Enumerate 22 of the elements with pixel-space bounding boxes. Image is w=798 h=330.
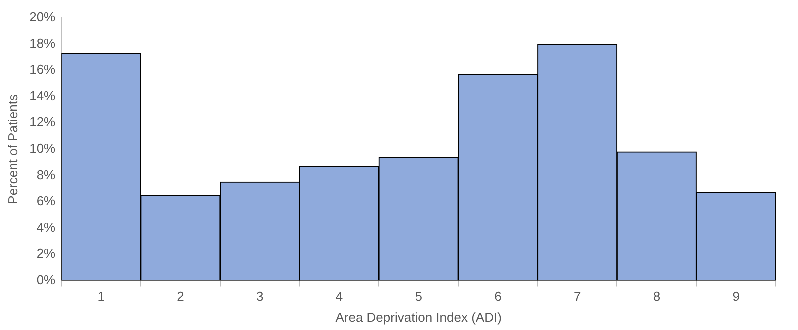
x-tick-label: 7 bbox=[574, 289, 582, 304]
x-tick-label: 1 bbox=[98, 289, 105, 304]
x-tick-label: 8 bbox=[653, 289, 661, 304]
y-tick-label: 10% bbox=[30, 140, 56, 156]
y-tick-label: 18% bbox=[30, 36, 56, 51]
y-tick-label: 12% bbox=[30, 114, 56, 130]
y-tick-label: 6% bbox=[36, 194, 56, 209]
x-tick-label: 4 bbox=[336, 289, 344, 304]
y-tick-label: 4% bbox=[36, 220, 56, 235]
y-tick-label: 14% bbox=[30, 88, 56, 104]
y-tick-label: 2% bbox=[36, 246, 56, 262]
x-tick-label: 9 bbox=[732, 289, 740, 304]
y-tick-label: 16% bbox=[30, 62, 56, 78]
x-axis-title: Area Deprivation Index (ADI) bbox=[336, 310, 502, 325]
x-tick-label: 6 bbox=[494, 289, 502, 304]
y-axis-title: Percent of Patients bbox=[5, 94, 20, 204]
x-tick-label: 2 bbox=[177, 289, 184, 304]
x-tick-label: 5 bbox=[415, 289, 422, 304]
y-tick-label: 20% bbox=[30, 10, 56, 25]
y-tick-label: 8% bbox=[36, 167, 56, 182]
y-tick-label: 0% bbox=[36, 272, 56, 288]
x-tick-label: 3 bbox=[256, 289, 264, 304]
